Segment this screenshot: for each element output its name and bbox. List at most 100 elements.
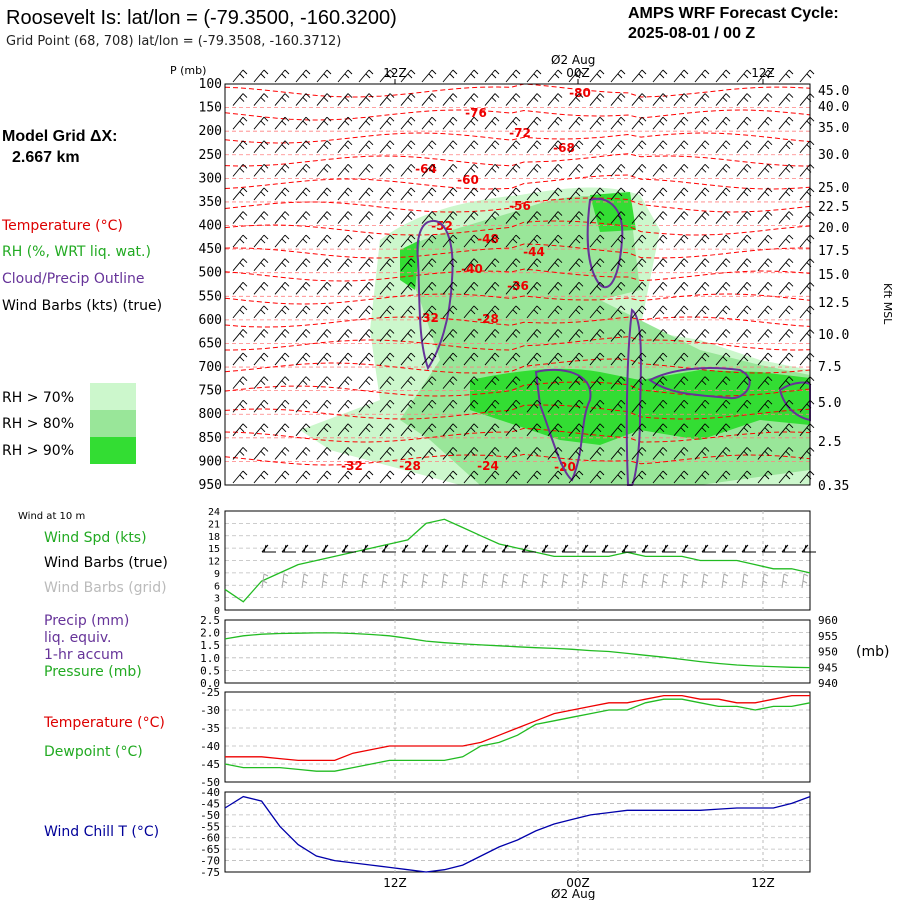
top-time-tick: 12Z: [751, 66, 775, 80]
wind-barb: [316, 69, 332, 83]
wind-barb: [778, 305, 794, 319]
wind-barb: [253, 258, 269, 271]
wind-barb: [442, 258, 458, 271]
wind-barb: [274, 211, 290, 224]
temperature-contour-label: -28: [477, 312, 499, 326]
wind-barb: [400, 376, 416, 389]
wind-barb-grid: [301, 573, 309, 589]
precip-ytick-label: 0.0: [200, 677, 220, 690]
wind-barb-true: [541, 544, 556, 553]
pressure-tick-label: 800: [199, 407, 222, 422]
wind-barb: [757, 423, 773, 437]
pressure-tick-label: 450: [199, 242, 222, 257]
wind-barb: [715, 423, 731, 437]
wind-barb: [253, 376, 269, 389]
precip-ytick-label: 0.5: [200, 664, 220, 677]
wind-barb: [694, 329, 710, 342]
wind-barb: [631, 140, 647, 154]
wind-barb: [253, 93, 269, 106]
wind-barb: [379, 116, 395, 130]
wind-barb: [526, 187, 542, 201]
wind-barb: [547, 470, 563, 484]
wind-barb: [673, 447, 689, 460]
wind-barb-grid: [741, 573, 749, 589]
wind-barb: [442, 470, 458, 484]
wind-barb: [610, 470, 626, 484]
wind-barb-true: [781, 544, 796, 553]
temperature-contour: [224, 453, 811, 466]
pressure-ytick-label: 950: [818, 646, 838, 659]
wind-barb: [631, 352, 647, 366]
wind-barb-grid: [781, 573, 789, 589]
wind-barb: [736, 164, 752, 177]
wind-barb: [589, 234, 605, 248]
pressure-tick-label: 400: [199, 219, 222, 234]
legend-temperature: Temperature (°C): [1, 218, 123, 234]
wind-barb: [589, 447, 605, 460]
wind-barb: [358, 352, 374, 366]
temperature-ytick-label: -40: [200, 740, 220, 753]
legend-rh80-label: RH > 80%: [2, 416, 74, 432]
windchill-ytick-label: -65: [200, 843, 220, 856]
wind-barb: [694, 447, 710, 460]
wind-barb: [589, 399, 605, 413]
wind-barb-grid: [601, 573, 609, 589]
wind-barb: [547, 281, 563, 295]
wind-barb: [295, 470, 311, 484]
pressure-tick-label: 650: [199, 336, 222, 351]
wind-barb: [568, 447, 584, 460]
wind-barb: [463, 329, 479, 342]
wind-barb: [253, 69, 269, 83]
wind-barb: [673, 352, 689, 366]
wind-barb: [652, 281, 668, 295]
wind-barb: [463, 352, 479, 366]
wind-barb: [694, 140, 710, 154]
wind-barb: [736, 69, 752, 83]
wind-barb: [652, 447, 668, 460]
wind-barb: [610, 281, 626, 295]
precip-label: Precip (mm): [44, 613, 129, 629]
wind-barb: [673, 116, 689, 130]
height-tick-label: 12.5: [818, 296, 849, 311]
wind-barb: [400, 164, 416, 177]
wind-barb-grid: [701, 573, 709, 589]
wind-barb: [400, 69, 416, 83]
wind-barb: [757, 376, 773, 389]
wind-barb: [736, 116, 752, 130]
height-tick-label: 20.0: [818, 221, 849, 236]
wind-barb: [568, 470, 584, 484]
wind-barb: [421, 399, 437, 413]
height-tick-label: 17.5: [818, 244, 849, 259]
wind-barb: [736, 329, 752, 342]
wind-barb-true: [301, 544, 316, 553]
wind-barb: [484, 258, 500, 271]
wind-barb: [526, 352, 542, 366]
wind-barb: [400, 93, 416, 106]
height-tick-label: 10.0: [818, 328, 849, 343]
wind-ytick-label: 6: [214, 581, 220, 592]
wind-barb: [547, 93, 563, 106]
wind-barb: [232, 470, 248, 484]
wind-barb: [274, 399, 290, 413]
wind-barb: [400, 305, 416, 319]
wind-barb: [757, 69, 773, 83]
bottom-time-tick: 12Z: [751, 876, 775, 890]
wind-barb: [568, 187, 584, 201]
dewpoint-line: [224, 698, 811, 772]
wind-barb: [400, 447, 416, 460]
wind-barb: [610, 69, 626, 83]
wind-barb: [673, 281, 689, 295]
wind-barb: [526, 211, 542, 224]
sounding-frame: [224, 83, 811, 486]
wind-barb: [400, 140, 416, 154]
wind-barb: [484, 187, 500, 201]
wind-barb: [274, 140, 290, 154]
wind-barb: [673, 329, 689, 342]
wind-barb: [694, 399, 710, 413]
wind-barb: [652, 423, 668, 437]
wind-barb: [673, 423, 689, 437]
wind-barb: [400, 258, 416, 271]
wind-barb: [484, 164, 500, 177]
wind-barb: [526, 164, 542, 177]
wind-barb: [631, 376, 647, 389]
